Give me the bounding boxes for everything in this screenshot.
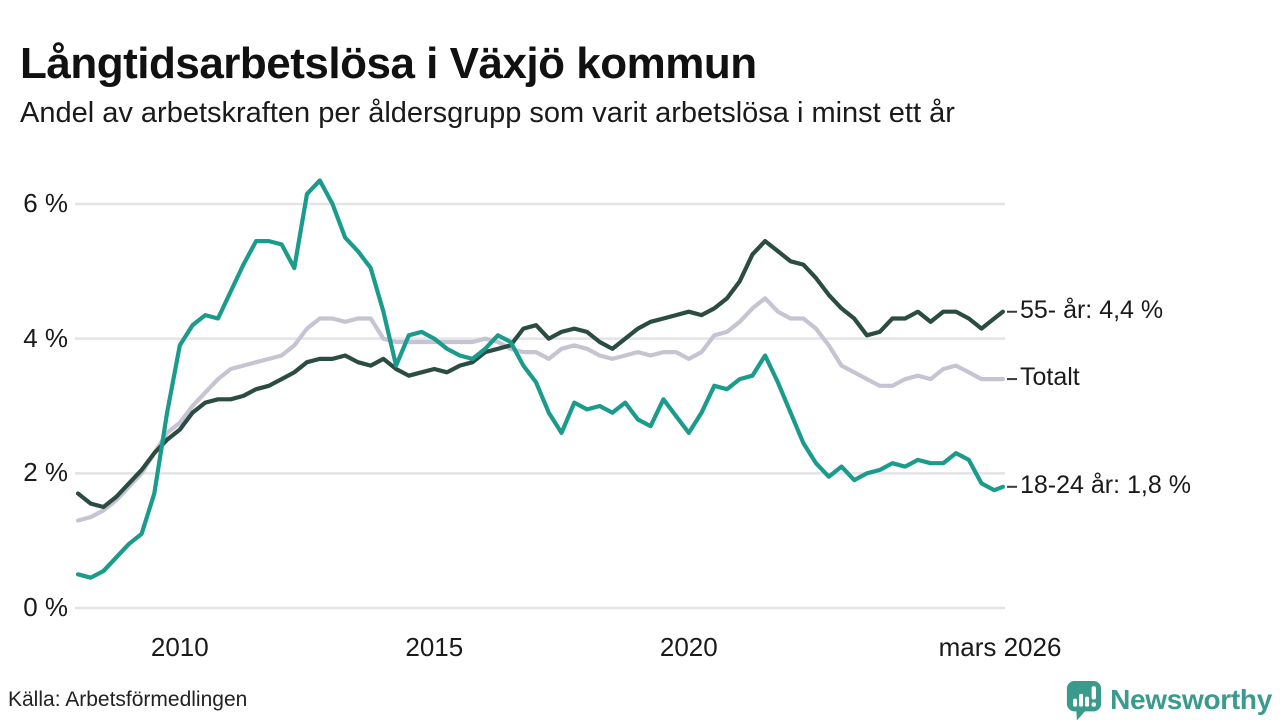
brand-name: Newsworthy [1110, 684, 1272, 715]
y-tick-label: 4 % [23, 322, 68, 353]
x-tick-label: 2020 [659, 632, 718, 662]
chart-canvas [75, 178, 1017, 610]
x-tick-label: mars 2026 [938, 632, 1062, 662]
page-subtitle: Andel av arbetskraften per åldersgrupp s… [20, 97, 955, 129]
series-end-label-totalt: Totalt [1020, 363, 1080, 392]
y-tick-label: 6 % [23, 188, 68, 219]
brand-logo: Newsworthy [1065, 678, 1272, 720]
source-note: Källa: Arbetsförmedlingen [8, 688, 248, 711]
series-end-label-55: 55- år: 4,4 % [1020, 295, 1164, 324]
y-tick-label: 0 % [23, 592, 68, 622]
series-line-0 [75, 238, 1006, 510]
newsworthy-icon [1066, 681, 1102, 720]
y-tick-label: 2 % [23, 457, 68, 488]
x-tick-label: 2015 [405, 632, 464, 662]
series-line-1 [75, 296, 1006, 523]
page-title: Långtidsarbetslösa i Växjö kommun [20, 39, 757, 89]
series-line-2 [75, 178, 1006, 580]
line-chart: 0 % 2 % 4 % 6 % 2010 2015 2020 mars 2026 [0, 160, 1280, 662]
series-end-label-18-24: 18-24 år: 1,8 % [1020, 470, 1191, 499]
x-tick-label: 2010 [150, 632, 209, 662]
